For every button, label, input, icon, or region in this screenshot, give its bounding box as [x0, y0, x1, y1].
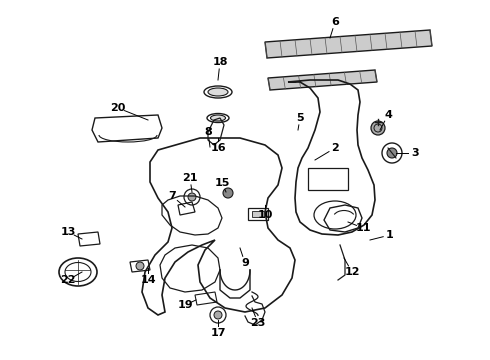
Text: 13: 13 — [60, 227, 75, 237]
Ellipse shape — [208, 88, 228, 96]
Text: 3: 3 — [411, 148, 419, 158]
Text: 9: 9 — [241, 258, 249, 268]
Text: 16: 16 — [210, 143, 226, 153]
Text: 5: 5 — [296, 113, 304, 123]
Circle shape — [136, 262, 144, 270]
Text: 1: 1 — [386, 230, 394, 240]
Text: 2: 2 — [331, 143, 339, 153]
Text: 7: 7 — [168, 191, 176, 201]
Text: 14: 14 — [140, 275, 156, 285]
Text: 6: 6 — [331, 17, 339, 27]
Text: 8: 8 — [204, 127, 212, 137]
Polygon shape — [268, 70, 377, 90]
Text: 10: 10 — [257, 210, 273, 220]
Polygon shape — [265, 30, 432, 58]
Text: 4: 4 — [384, 110, 392, 120]
Text: 20: 20 — [110, 103, 126, 113]
Text: 19: 19 — [177, 300, 193, 310]
Circle shape — [188, 193, 196, 201]
Circle shape — [371, 121, 385, 135]
Circle shape — [214, 311, 222, 319]
Text: 11: 11 — [355, 223, 371, 233]
Text: 12: 12 — [344, 267, 360, 277]
Text: 23: 23 — [250, 318, 266, 328]
Ellipse shape — [211, 115, 225, 121]
Text: 15: 15 — [214, 178, 230, 188]
Text: 17: 17 — [210, 328, 226, 338]
Circle shape — [223, 188, 233, 198]
Text: 22: 22 — [60, 275, 76, 285]
Polygon shape — [252, 211, 264, 217]
Text: 21: 21 — [182, 173, 198, 183]
Text: 18: 18 — [212, 57, 228, 67]
Circle shape — [387, 148, 397, 158]
